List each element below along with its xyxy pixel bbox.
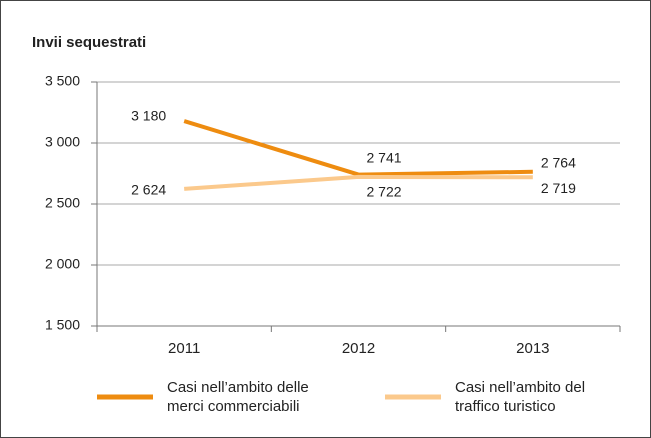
x-tick-label: 2013 xyxy=(516,340,549,357)
y-tick-label: 3 000 xyxy=(45,134,80,150)
y-tick-label: 3 500 xyxy=(45,73,80,89)
legend-label: Casi nell’ambito delle merci commerciabi… xyxy=(167,379,309,415)
legend-label: Casi nell’ambito del traffico turistico xyxy=(455,379,586,415)
y-tick-label: 2 500 xyxy=(45,195,80,211)
data-label: 3 180 xyxy=(131,108,166,124)
data-label: 2 722 xyxy=(367,184,402,200)
series-line xyxy=(183,119,533,177)
data-label: 2 764 xyxy=(541,154,576,170)
x-tick-label: 2011 xyxy=(168,340,200,357)
data-label: 2 719 xyxy=(541,180,576,196)
y-tick-label: 2 000 xyxy=(45,256,80,272)
x-tick-label: 2012 xyxy=(342,340,375,357)
series-line xyxy=(184,174,533,191)
data-label: 2 624 xyxy=(131,182,166,198)
y-tick-label: 1 500 xyxy=(45,317,80,333)
chart-title: Invii sequestrati xyxy=(32,34,146,51)
data-label: 2 741 xyxy=(367,149,402,165)
